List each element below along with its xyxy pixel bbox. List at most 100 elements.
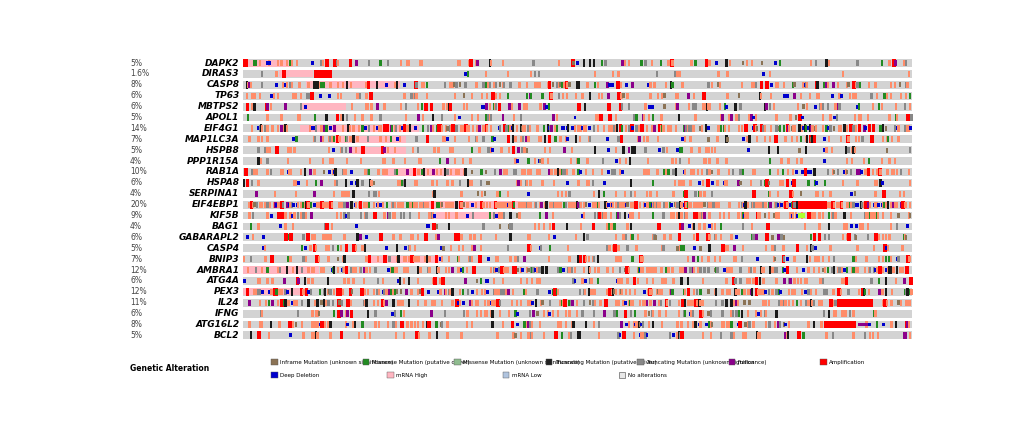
Bar <box>531 332 533 338</box>
Bar <box>675 92 677 99</box>
Bar <box>375 126 378 130</box>
Text: EIF4EBP1: EIF4EBP1 <box>192 200 239 209</box>
Bar <box>346 125 350 132</box>
Bar <box>270 289 272 295</box>
Bar <box>792 82 794 88</box>
Bar <box>622 331 626 339</box>
Bar <box>343 255 345 263</box>
Bar <box>891 300 893 306</box>
Bar <box>527 158 529 164</box>
Bar <box>763 290 766 294</box>
Bar <box>597 321 599 328</box>
Bar <box>388 213 390 219</box>
Bar <box>864 256 867 262</box>
Bar <box>852 332 854 338</box>
Bar <box>730 311 732 317</box>
Bar <box>837 82 839 88</box>
Bar <box>593 146 596 154</box>
Bar <box>289 334 292 337</box>
Bar <box>694 191 696 197</box>
Bar <box>527 300 529 306</box>
Bar <box>329 201 332 209</box>
Bar <box>837 202 839 208</box>
Bar <box>564 202 567 208</box>
Bar <box>465 213 468 217</box>
Bar <box>792 191 794 197</box>
Bar <box>680 245 682 251</box>
Bar <box>694 114 696 121</box>
Bar <box>763 213 765 218</box>
Bar <box>672 278 675 284</box>
Bar <box>829 213 833 219</box>
Bar <box>248 213 251 219</box>
Bar <box>564 136 567 143</box>
Bar <box>369 332 371 338</box>
Bar <box>439 289 441 295</box>
Bar <box>837 299 872 307</box>
Bar <box>839 321 841 328</box>
Text: Truncating Mutation (unknown significance): Truncating Mutation (unknown significanc… <box>646 359 766 365</box>
Bar <box>774 213 776 219</box>
Bar <box>512 289 514 295</box>
Bar <box>489 311 492 317</box>
Bar <box>788 158 790 164</box>
Bar <box>492 82 494 88</box>
Bar <box>627 147 630 153</box>
Bar <box>827 60 829 66</box>
Bar <box>805 202 808 208</box>
Bar <box>602 191 605 197</box>
Bar <box>705 234 709 241</box>
Bar <box>289 82 291 88</box>
Bar <box>698 323 700 326</box>
Bar <box>321 202 324 208</box>
Bar <box>296 300 298 306</box>
Bar <box>644 332 646 338</box>
Bar <box>558 267 561 273</box>
Bar <box>625 125 627 132</box>
Bar <box>541 180 543 186</box>
Bar <box>692 202 695 208</box>
Bar <box>454 82 458 88</box>
Bar <box>907 71 909 77</box>
Bar <box>781 245 784 251</box>
Bar <box>275 71 277 77</box>
Bar <box>844 169 846 175</box>
Bar <box>307 202 310 208</box>
Bar <box>631 256 633 262</box>
Bar <box>328 147 330 153</box>
Bar <box>854 125 857 132</box>
Bar <box>614 202 616 208</box>
Bar <box>568 267 571 273</box>
Bar <box>481 105 483 109</box>
Bar <box>243 136 911 143</box>
Bar <box>714 61 717 65</box>
Bar <box>243 256 246 262</box>
Bar <box>840 202 843 208</box>
Bar <box>891 136 893 143</box>
Bar <box>427 169 429 175</box>
Bar <box>780 234 782 241</box>
Bar <box>422 202 424 208</box>
Bar <box>567 125 569 132</box>
Bar <box>474 82 477 88</box>
Bar <box>751 169 754 175</box>
Bar <box>620 290 622 294</box>
Bar <box>858 82 860 88</box>
Bar <box>723 268 727 272</box>
Bar <box>783 125 785 132</box>
Bar <box>888 60 890 66</box>
Bar <box>625 234 627 241</box>
Bar <box>620 92 622 99</box>
Bar <box>615 125 618 132</box>
Bar <box>628 300 631 306</box>
Bar <box>736 114 739 121</box>
Bar <box>730 234 732 241</box>
Bar <box>368 191 370 197</box>
Bar <box>418 213 420 219</box>
Bar <box>243 157 911 165</box>
Bar <box>415 180 418 186</box>
Bar <box>762 72 764 76</box>
Bar <box>799 300 801 306</box>
Bar <box>637 136 640 143</box>
Bar <box>511 224 513 230</box>
